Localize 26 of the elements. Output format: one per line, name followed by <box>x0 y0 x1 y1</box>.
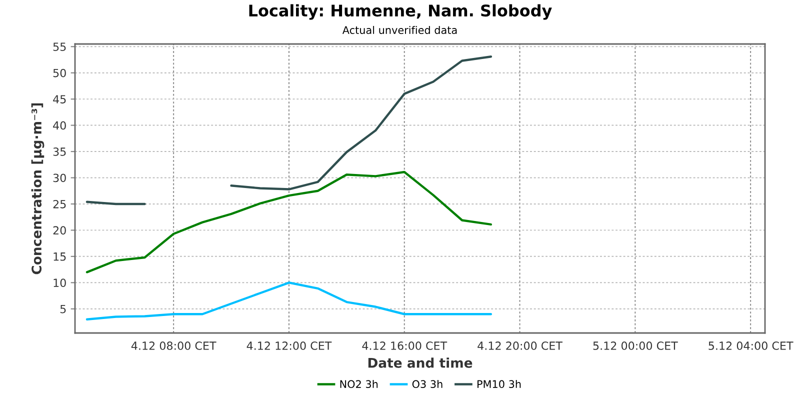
x-tick-label: 5.12 00:00 CET <box>593 342 678 350</box>
y-tick-label: 40 <box>53 121 66 130</box>
x-tick-label: 5.12 04:00 CET <box>708 342 794 350</box>
y-tick-label: 35 <box>53 148 66 156</box>
x-axis-title: Date and time <box>368 358 472 368</box>
y-tick-label: 25 <box>53 200 66 208</box>
y-tick-label: 45 <box>53 95 66 104</box>
legend-label: O3 3h <box>412 380 442 388</box>
x-tick-label: 4.12 08:00 CET <box>131 342 216 350</box>
line-series <box>86 282 492 320</box>
y-tick-label: 10 <box>54 278 66 288</box>
y-tick-label: 5 <box>60 304 66 314</box>
line-series <box>86 170 492 274</box>
y-tick-label: 30 <box>53 174 66 182</box>
chart-title: Locality: Humenne, Nam. Slobody <box>249 4 552 20</box>
x-tick-label: 4.12 16:00 CET <box>362 342 448 350</box>
y-axis-title: Concentration [µg·m⁻³] <box>31 103 44 274</box>
legend-label: NO2 3h <box>340 380 378 388</box>
y-tick-label: 50 <box>53 68 66 78</box>
legend-label: PM10 3h <box>478 380 521 388</box>
x-tick-label: 4.12 12:00 CET <box>246 342 332 350</box>
chart-subtitle: Actual unverified data <box>342 26 457 34</box>
y-tick-label: 20 <box>53 226 66 235</box>
x-tick-label: 4.12 20:00 CET <box>478 342 562 350</box>
y-tick-label: 15 <box>54 252 66 261</box>
y-tick-label: 55 <box>53 42 66 51</box>
